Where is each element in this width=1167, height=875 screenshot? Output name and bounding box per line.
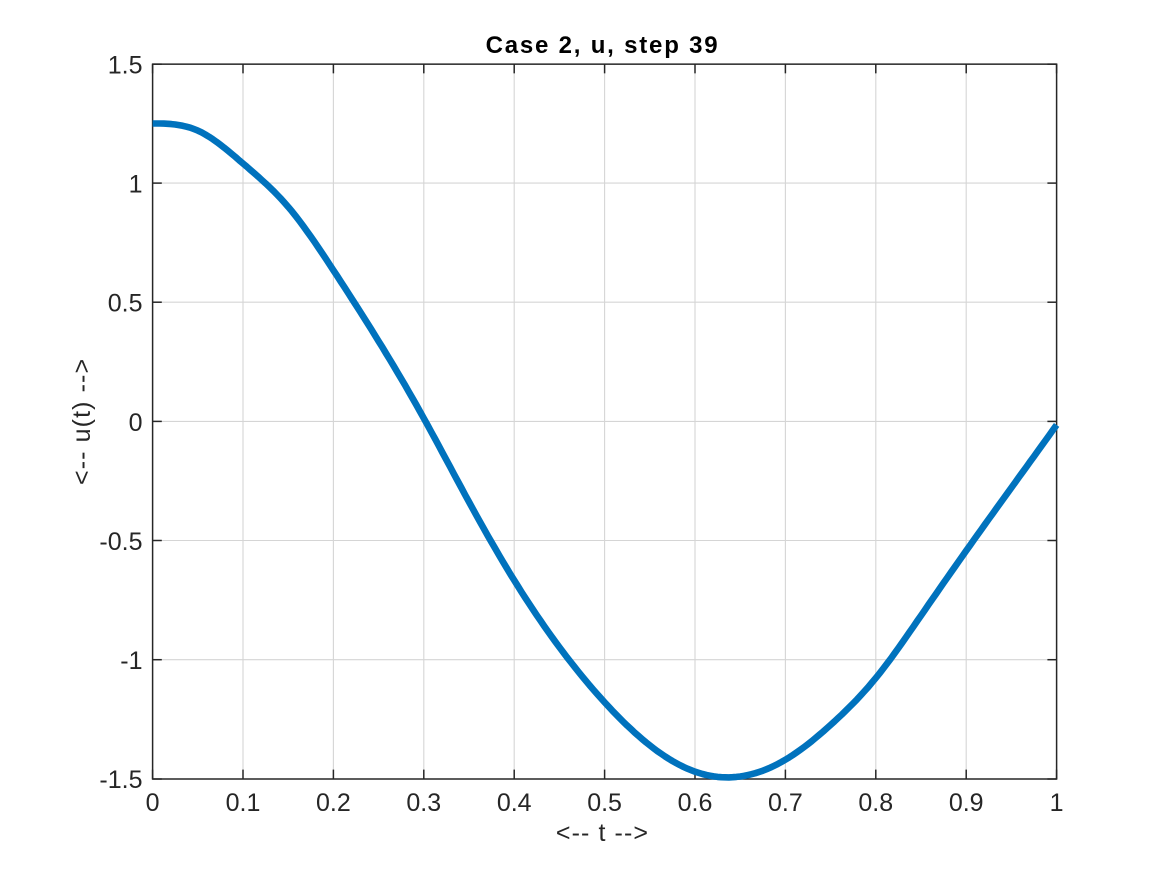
svg-text:Case 2, u, step 39: Case 2, u, step 39: [486, 32, 720, 59]
svg-text:0.8: 0.8: [858, 789, 893, 817]
svg-text:0: 0: [146, 789, 160, 817]
svg-text:0.3: 0.3: [406, 789, 441, 817]
svg-text:0.2: 0.2: [316, 789, 351, 817]
svg-text:0.6: 0.6: [678, 789, 713, 817]
svg-text:0.5: 0.5: [108, 290, 143, 318]
svg-text:-0.5: -0.5: [99, 528, 142, 556]
svg-text:1: 1: [129, 171, 143, 199]
svg-text:-1: -1: [120, 647, 142, 675]
svg-text:0.4: 0.4: [497, 789, 532, 817]
svg-text:0: 0: [129, 409, 143, 437]
svg-text:0.7: 0.7: [768, 789, 803, 817]
svg-text:0.5: 0.5: [587, 789, 622, 817]
svg-text:0.9: 0.9: [949, 789, 984, 817]
svg-text:0.1: 0.1: [226, 789, 261, 817]
svg-text:<-- t -->: <-- t -->: [556, 819, 649, 847]
svg-text:-1.5: -1.5: [99, 766, 142, 794]
svg-text:<-- u(t) -->: <-- u(t) -->: [68, 358, 96, 485]
svg-text:1: 1: [1050, 789, 1064, 817]
svg-text:1.5: 1.5: [108, 51, 143, 79]
